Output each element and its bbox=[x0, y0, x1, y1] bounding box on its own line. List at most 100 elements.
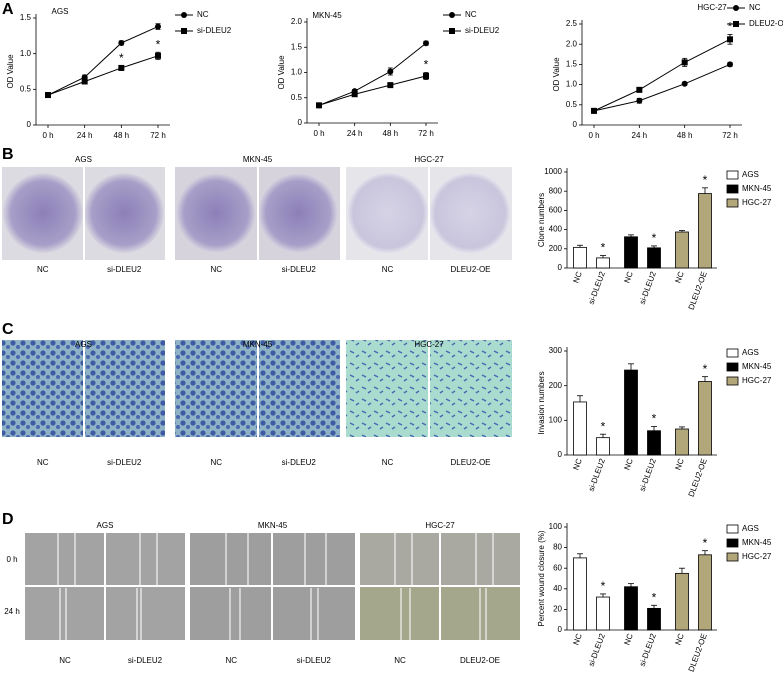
image-label: NC bbox=[225, 656, 237, 665]
x-tick-label: NC bbox=[673, 457, 685, 471]
y-tick-label: 200 bbox=[549, 381, 563, 390]
marker bbox=[727, 36, 733, 43]
y-axis-label: Clone numbers bbox=[537, 193, 546, 247]
bar bbox=[596, 437, 610, 456]
line bbox=[593, 38, 731, 112]
panel-label: B bbox=[2, 146, 14, 163]
legend-label: si-DLEU2 bbox=[465, 26, 500, 35]
legend-label: NC bbox=[465, 10, 477, 19]
bar bbox=[573, 246, 587, 269]
legend-label: MKN-45 bbox=[742, 184, 772, 193]
significance: * bbox=[601, 579, 606, 593]
marker bbox=[181, 12, 187, 18]
bar bbox=[698, 554, 712, 631]
legend-label: AGS bbox=[742, 348, 759, 357]
x-tick-label: 72 h bbox=[722, 131, 738, 140]
y-tick-label: 1.0 bbox=[20, 49, 32, 58]
marker bbox=[733, 21, 739, 27]
legend-swatch bbox=[726, 376, 739, 386]
bar bbox=[675, 231, 689, 269]
image-label: si-DLEU2 bbox=[282, 458, 317, 467]
panel-label: D bbox=[2, 511, 14, 528]
image-title: AGS bbox=[75, 155, 92, 164]
image-title: HGC-27 bbox=[425, 521, 455, 530]
x-tick-label: 0 h bbox=[588, 131, 599, 140]
y-tick-label: 1000 bbox=[544, 167, 562, 176]
chart-title: AGS bbox=[52, 7, 69, 16]
marker bbox=[155, 52, 161, 59]
bar bbox=[647, 247, 661, 269]
line bbox=[318, 75, 427, 106]
y-tick-label: 1.0 bbox=[291, 68, 303, 77]
y-tick-label: 300 bbox=[549, 346, 563, 355]
x-tick-label: 48 h bbox=[677, 131, 693, 140]
legend-swatch bbox=[726, 184, 739, 194]
marker bbox=[316, 102, 322, 109]
y-tick-label: 2.0 bbox=[566, 39, 578, 48]
x-tick-label: si-DLEU2 bbox=[587, 270, 607, 306]
image-label: DLEU2-OE bbox=[450, 458, 490, 467]
image-label: NC bbox=[37, 265, 49, 274]
x-tick-label: 72 h bbox=[418, 129, 434, 138]
y-tick-label: 20 bbox=[553, 605, 562, 614]
legend-label: NC bbox=[749, 3, 761, 12]
image-title: MKN-45 bbox=[243, 340, 273, 349]
y-axis-label: Percent wound closure (%) bbox=[537, 530, 546, 626]
significance: * bbox=[601, 419, 606, 433]
y-tick-label: 0 bbox=[573, 120, 578, 129]
panel-label: A bbox=[2, 1, 14, 18]
x-tick-label: NC bbox=[673, 270, 685, 284]
significance: * bbox=[156, 37, 161, 51]
legend-label: HGC-27 bbox=[742, 552, 772, 561]
legend-label: NC bbox=[197, 10, 209, 19]
x-tick-label: NC bbox=[622, 632, 634, 646]
y-tick-label: 1.5 bbox=[291, 42, 303, 51]
image-label: NC bbox=[37, 458, 49, 467]
significance: * bbox=[601, 241, 606, 255]
marker bbox=[118, 64, 125, 71]
legend-swatch bbox=[726, 170, 739, 180]
x-tick-label: DLEU2-OE bbox=[687, 632, 709, 672]
significance: * bbox=[652, 231, 657, 245]
image-label: DLEU2-OE bbox=[450, 265, 490, 274]
marker bbox=[449, 12, 455, 18]
y-tick-label: 100 bbox=[549, 522, 563, 531]
image-label: si-DLEU2 bbox=[128, 656, 163, 665]
y-tick-label: 80 bbox=[553, 543, 562, 552]
y-tick-label: 0 bbox=[558, 263, 563, 272]
x-tick-label: si-DLEU2 bbox=[638, 632, 658, 668]
bar bbox=[573, 557, 587, 631]
marker bbox=[449, 28, 455, 34]
bar bbox=[624, 369, 638, 456]
y-tick-label: 0 bbox=[27, 120, 32, 129]
x-tick-label: 0 h bbox=[313, 129, 324, 138]
x-tick-label: NC bbox=[622, 457, 634, 471]
image-label: NC bbox=[394, 656, 406, 665]
panel-label: C bbox=[2, 321, 14, 338]
image-title: MKN-45 bbox=[243, 155, 273, 164]
photo-panels bbox=[2, 167, 520, 640]
significance: * bbox=[652, 412, 657, 426]
x-tick-label: 72 h bbox=[150, 131, 166, 140]
x-tick-label: 48 h bbox=[114, 131, 130, 140]
significance: * bbox=[424, 58, 429, 72]
image-label: si-DLEU2 bbox=[107, 265, 142, 274]
x-tick-label: 0 h bbox=[42, 131, 53, 140]
y-tick-label: 100 bbox=[549, 415, 563, 424]
legend-swatch bbox=[726, 538, 739, 548]
x-tick-label: 48 h bbox=[383, 129, 399, 138]
y-tick-label: 1.5 bbox=[20, 13, 32, 22]
significance: * bbox=[703, 173, 708, 187]
x-tick-label: si-DLEU2 bbox=[587, 632, 607, 668]
bar bbox=[675, 572, 689, 631]
image-title: AGS bbox=[75, 340, 92, 349]
y-tick-label: 60 bbox=[553, 563, 562, 572]
marker bbox=[118, 39, 125, 46]
y-tick-label: 2.0 bbox=[291, 17, 303, 26]
legend-label: si-DLEU2 bbox=[197, 26, 232, 35]
y-tick-label: 0 bbox=[558, 625, 563, 634]
image-title: HGC-27 bbox=[414, 340, 444, 349]
legend-label: AGS bbox=[742, 170, 759, 179]
significance: * bbox=[703, 536, 708, 550]
